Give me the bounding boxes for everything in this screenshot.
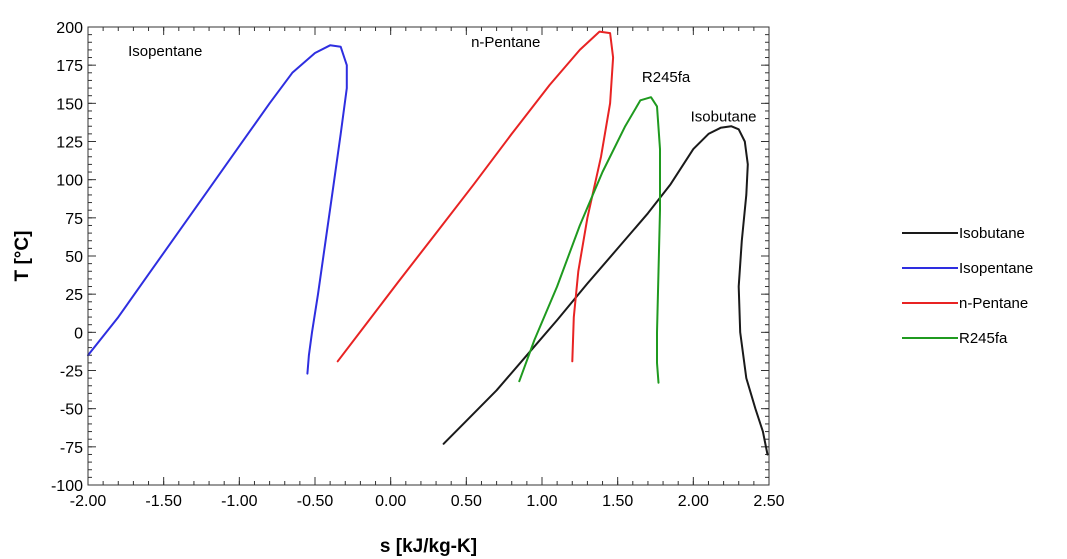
y-tick-label: 0 [74, 325, 83, 342]
y-tick-label: -75 [60, 440, 83, 457]
legend-label: n-Pentane [959, 295, 1028, 312]
x-tick-label: 0.00 [375, 493, 406, 510]
y-tick-label: 75 [65, 211, 83, 228]
x-tick-label: -2.00 [70, 493, 107, 510]
x-tick-label: 1.50 [602, 493, 633, 510]
legend: Isobutane Isopentane n-Pentane R245fa [902, 225, 1033, 347]
y-tick-label: 200 [56, 20, 83, 37]
annotation-n-pentane: n-Pentane [471, 34, 540, 51]
legend-label: Isopentane [959, 260, 1033, 277]
x-tick-label: 0.50 [451, 493, 482, 510]
x-tick-label: 2.00 [678, 493, 709, 510]
y-tick-label: 25 [65, 287, 83, 304]
annotation-r245fa: R245fa [642, 69, 691, 86]
x-tick-labels: -2.00 -1.50 -1.00 -0.50 0.00 0.50 1.00 1.50 2.00… [70, 493, 785, 510]
annotations: Isopentane n-Pentane R245fa Isobutane [128, 34, 756, 126]
series-line-isobutane [442, 125, 769, 456]
y-tick-label: 125 [56, 135, 83, 152]
annotation-isopentane: Isopentane [128, 43, 202, 60]
x-tick-label: 2.50 [753, 493, 784, 510]
x-tick-label: -0.50 [297, 493, 334, 510]
y-tick-label: 50 [65, 249, 83, 266]
x-tick-label: -1.50 [145, 493, 182, 510]
y-tick-label: 175 [56, 58, 83, 75]
series-line-r245fa [518, 96, 661, 384]
y-tick-label: -50 [60, 402, 83, 419]
x-tick-label: 1.00 [526, 493, 557, 510]
series-lines [87, 30, 769, 456]
y-tick-label: -100 [51, 478, 83, 495]
legend-label: R245fa [959, 330, 1008, 347]
annotation-isobutane: Isobutane [691, 109, 757, 126]
plot-frame [87, 26, 770, 486]
series-line-n-pentane [336, 30, 615, 363]
x-axis-title: s [kJ/kg-K] [380, 536, 477, 557]
y-tick-label: 150 [56, 96, 83, 113]
y-axis-title: T [°C] [12, 231, 33, 282]
series-line-isopentane [87, 44, 348, 375]
y-tick-labels: -100 -75 -50 -25 0 25 50 75 100 125 150 175 200 [51, 20, 83, 495]
legend-label: Isobutane [959, 225, 1025, 242]
x-tick-label: -1.00 [221, 493, 258, 510]
y-tick-label: -25 [60, 364, 83, 381]
y-tick-label: 100 [56, 173, 83, 190]
